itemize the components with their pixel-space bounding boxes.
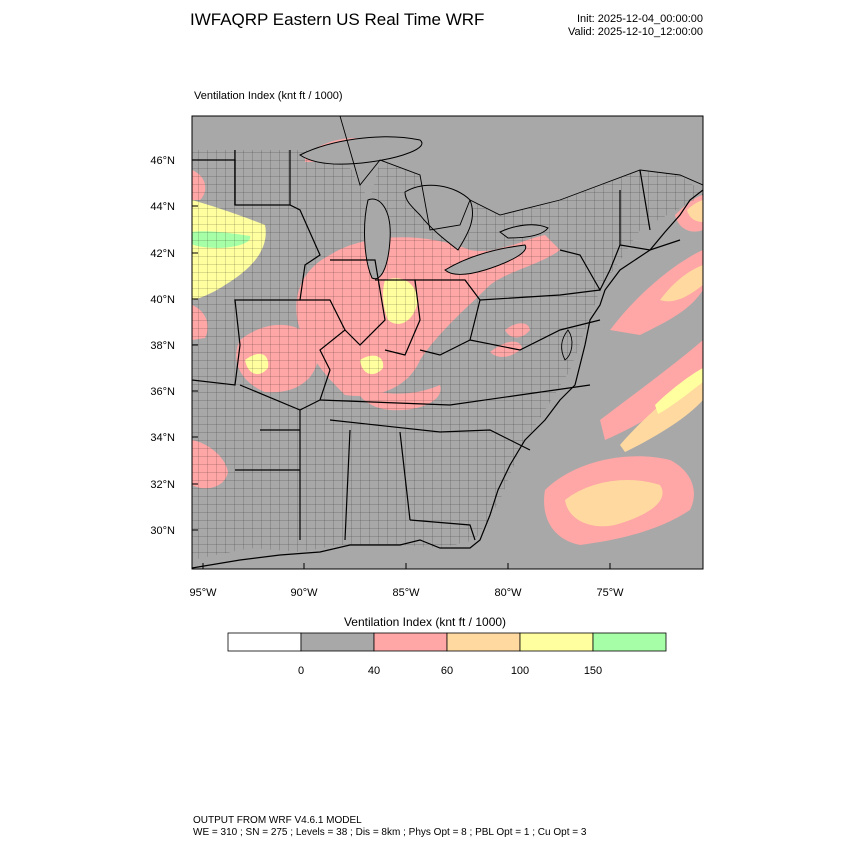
canada-border — [339, 116, 703, 231]
coastline — [192, 189, 703, 569]
lat-tick-label: 44°N — [150, 201, 175, 213]
model-config: WE = 310 ; SN = 275 ; Levels = 38 ; Dis … — [193, 827, 587, 838]
model-info: OUTPUT FROM WRF V4.6.1 MODEL WE = 310 ; … — [193, 815, 586, 839]
lat-tick-label: 34°N — [150, 432, 175, 444]
lon-tick-label: 75°W — [596, 587, 624, 599]
lat-tick-label: 42°N — [150, 248, 175, 260]
field-label: Ventilation Index (knt ft / 1000) — [194, 90, 343, 102]
map-frame — [191, 115, 704, 570]
colorbar-bin — [373, 632, 448, 652]
colorbar-label: 150 — [584, 665, 602, 677]
colorbar-label: 0 — [298, 665, 304, 677]
lat-tick-label: 32°N — [150, 479, 175, 491]
colorbar-bin — [227, 632, 302, 652]
model-version: OUTPUT FROM WRF V4.6.1 MODEL — [193, 815, 362, 826]
colorbar-label: 40 — [368, 665, 380, 677]
lat-tick-label: 40°N — [150, 294, 175, 306]
colorbar-bin — [446, 632, 521, 652]
lat-tick-label: 46°N — [150, 155, 175, 167]
state-boundaries — [192, 150, 681, 541]
great-lakes — [299, 136, 549, 280]
lon-tick-label: 85°W — [392, 587, 420, 599]
lat-tick-label: 36°N — [150, 386, 175, 398]
county-boundaries — [192, 150, 703, 560]
colorbar-bin — [300, 632, 375, 652]
colorbar-title: Ventilation Index (knt ft / 1000) — [343, 615, 507, 629]
chesapeake-bay — [561, 329, 573, 361]
latitude-ticks: 46°N 44°N 42°N 40°N 38°N 36°N 34°N 32°N 30°N — [150, 155, 198, 537]
colorbar — [227, 632, 667, 652]
lat-tick-label: 30°N — [150, 525, 175, 537]
colorbar-bin — [519, 632, 594, 652]
colorbar-label: 60 — [441, 665, 453, 677]
init-time: Init: 2025-12-04_00:00:00 — [577, 13, 703, 25]
colorbar-labels: 0 40 60 100 150 — [298, 665, 602, 677]
colorbar-bin — [592, 632, 667, 652]
page-title: IWFAQRP Eastern US Real Time WRF — [190, 10, 485, 29]
lon-tick-label: 90°W — [290, 587, 318, 599]
colorbar-label: 100 — [511, 665, 529, 677]
lon-tick-label: 80°W — [494, 587, 522, 599]
run-times: Init: 2025-12-04_00:00:00 Valid: 2025-12… — [568, 13, 703, 39]
map-content — [192, 116, 703, 569]
valid-time: Valid: 2025-12-10_12:00:00 — [568, 26, 703, 38]
longitude-ticks: 95°W 90°W 85°W 80°W 75°W — [189, 563, 624, 599]
lat-tick-label: 38°N — [150, 340, 175, 352]
lon-tick-label: 95°W — [189, 587, 217, 599]
